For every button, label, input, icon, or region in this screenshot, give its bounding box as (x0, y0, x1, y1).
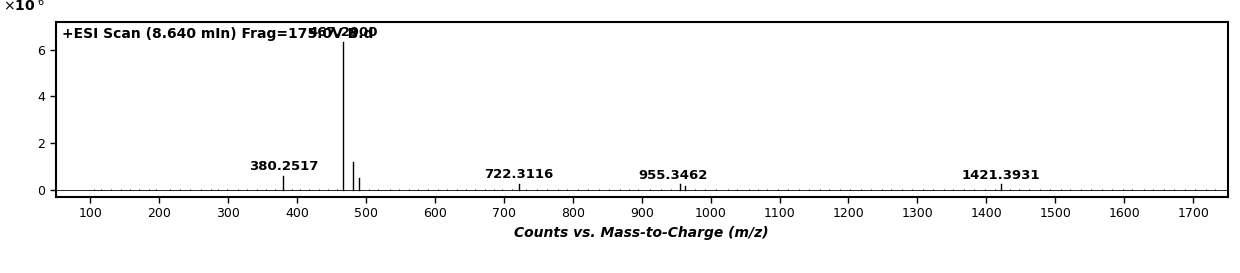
Text: 722.3116: 722.3116 (485, 168, 554, 181)
Text: +ESI Scan (8.640 mIn) Frag=175.0V B.d: +ESI Scan (8.640 mIn) Frag=175.0V B.d (62, 27, 373, 41)
Text: $\times$10$^{\ 6}$: $\times$10$^{\ 6}$ (2, 0, 45, 13)
Text: 955.3462: 955.3462 (639, 169, 708, 182)
X-axis label: Counts vs. Mass-to-Charge (m/z): Counts vs. Mass-to-Charge (m/z) (515, 225, 769, 239)
Text: 467.2900: 467.2900 (309, 26, 378, 39)
Text: 1421.3931: 1421.3931 (962, 169, 1040, 182)
Text: 380.2517: 380.2517 (249, 160, 319, 173)
